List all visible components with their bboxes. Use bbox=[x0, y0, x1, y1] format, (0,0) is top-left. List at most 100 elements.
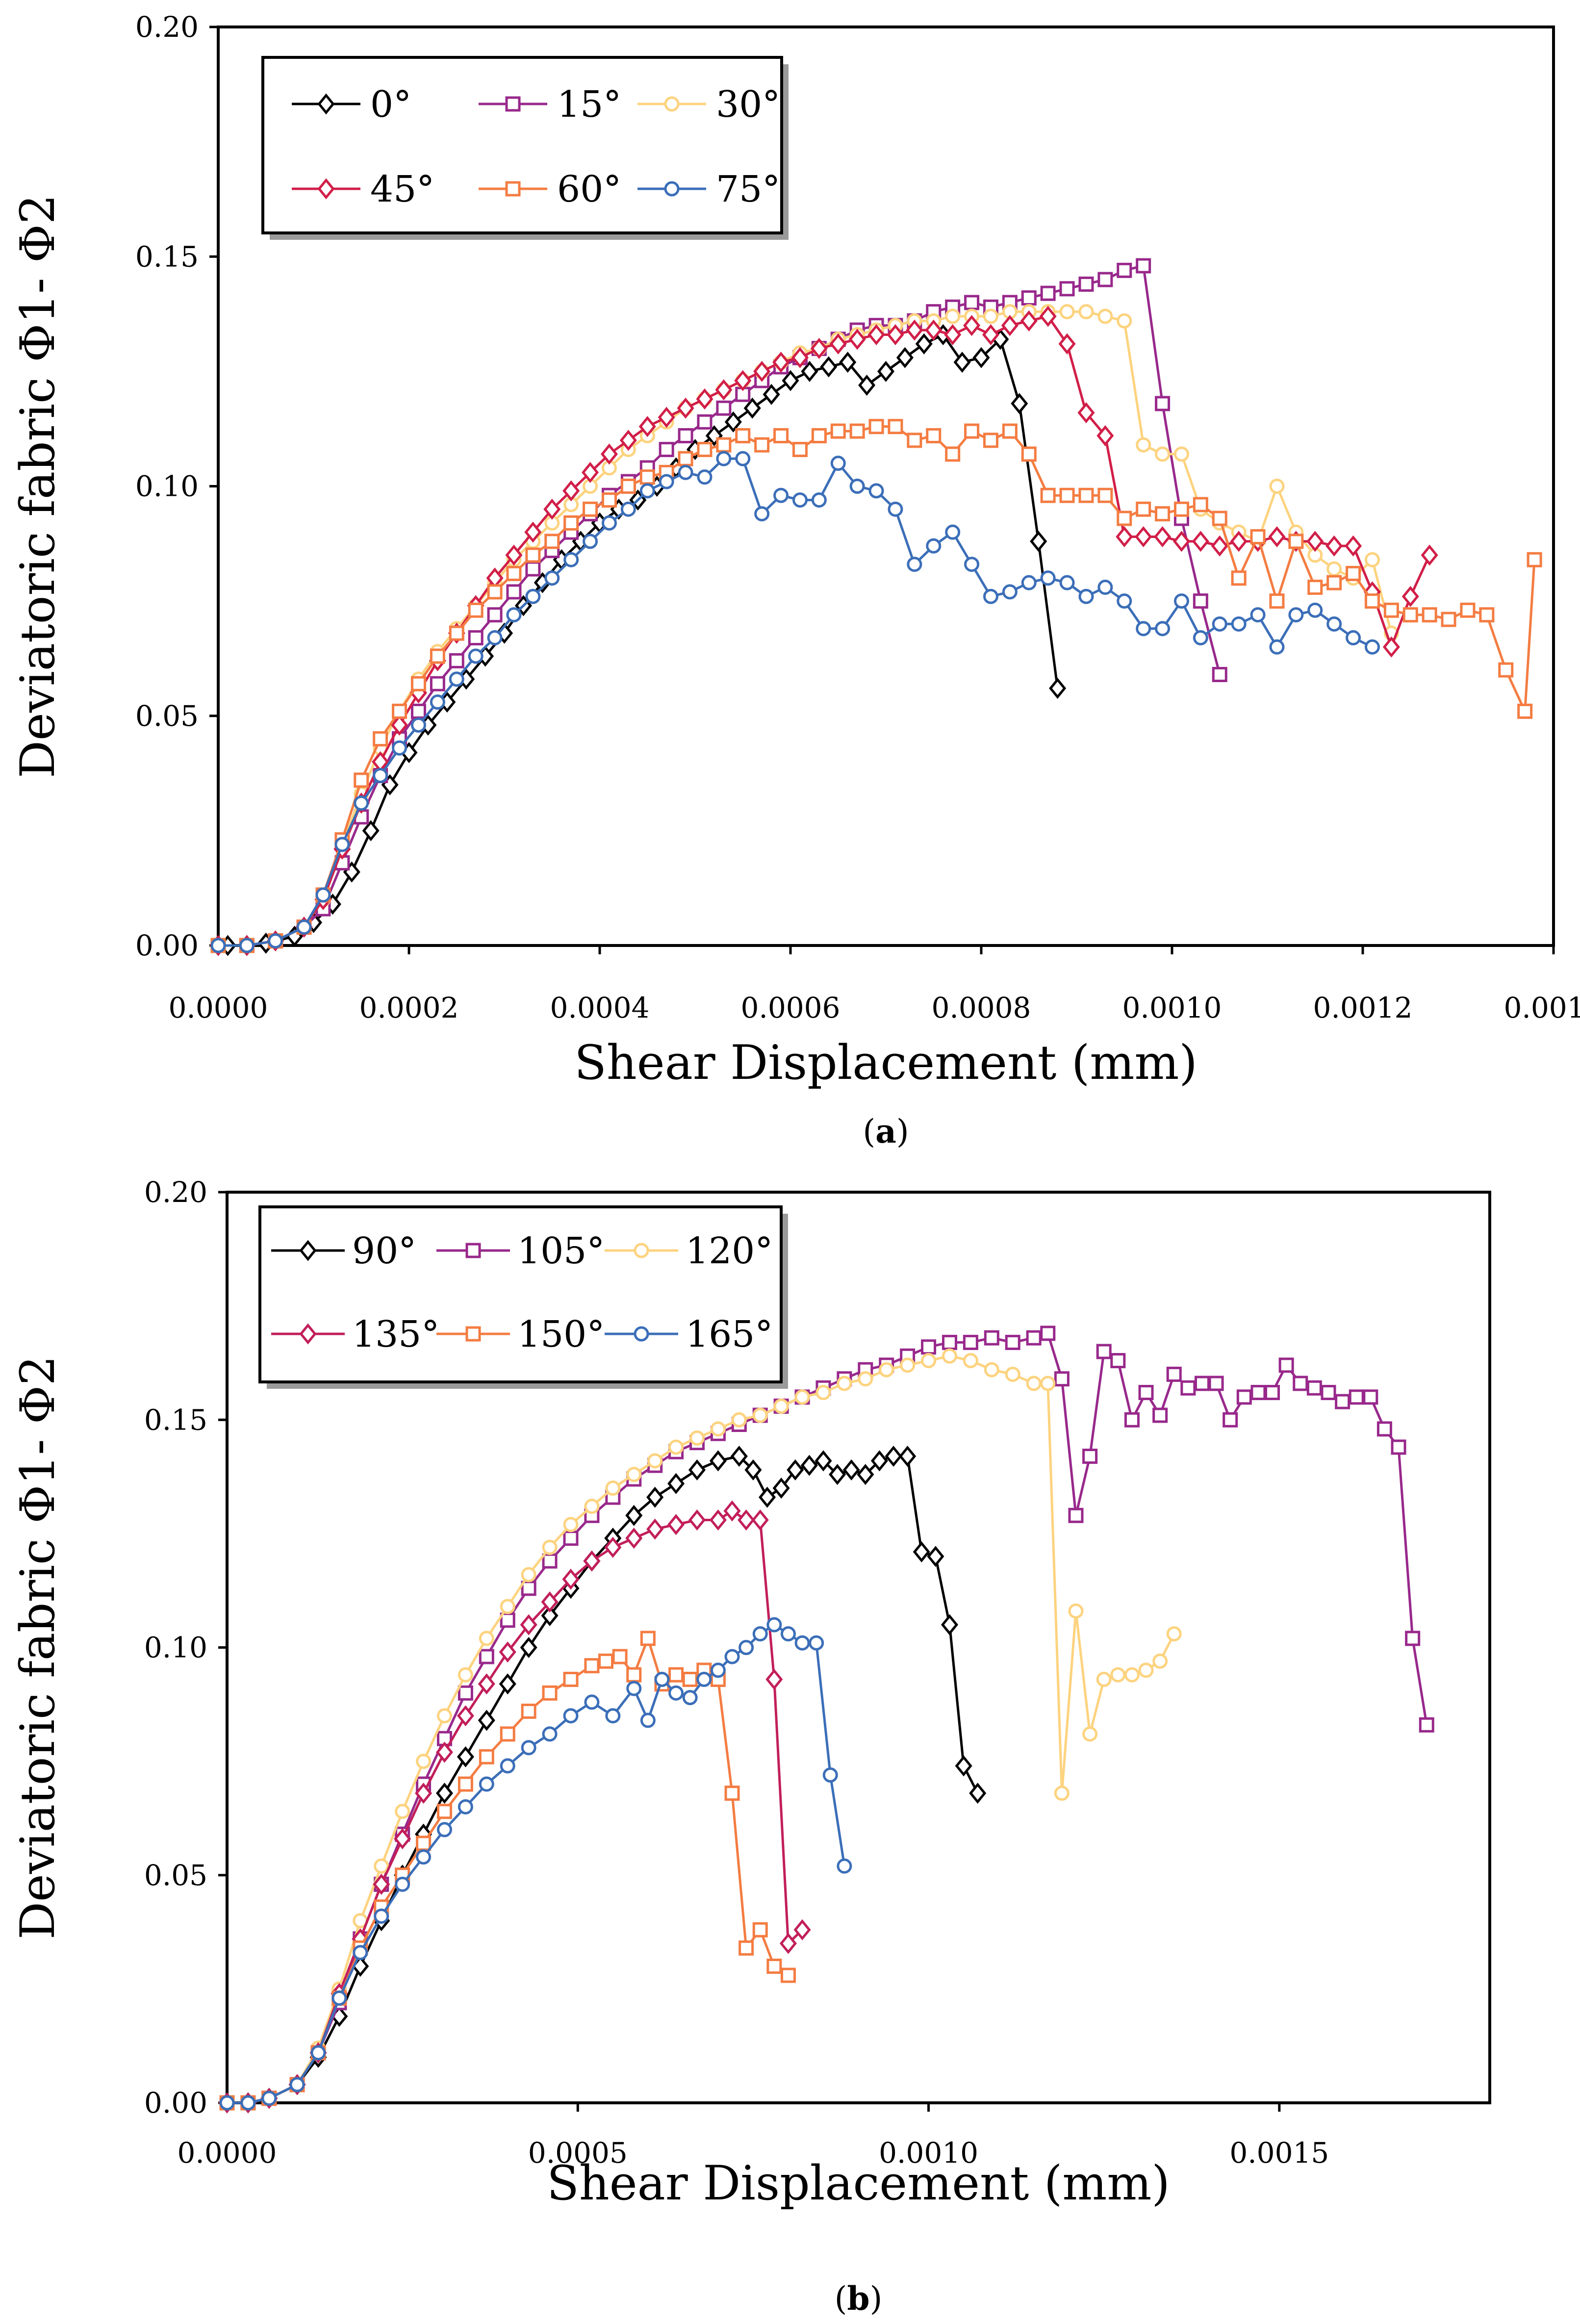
data-point bbox=[696, 1671, 712, 1687]
data-point bbox=[1152, 1653, 1168, 1669]
data-point bbox=[373, 731, 388, 747]
data-point bbox=[1288, 534, 1304, 549]
legend-marker bbox=[299, 1240, 317, 1261]
data-point bbox=[458, 1776, 473, 1792]
data-point bbox=[710, 1421, 726, 1437]
data-point bbox=[668, 1667, 684, 1683]
data-point bbox=[877, 360, 895, 382]
data-point bbox=[500, 1599, 515, 1614]
data-point bbox=[584, 1694, 600, 1710]
data-point bbox=[1173, 446, 1189, 462]
data-point bbox=[857, 1464, 874, 1485]
data-point bbox=[1001, 315, 1019, 336]
data-point bbox=[542, 1726, 558, 1742]
data-point bbox=[1421, 544, 1438, 566]
data-point bbox=[1136, 437, 1151, 453]
data-point bbox=[744, 1459, 762, 1481]
data-point bbox=[1364, 639, 1380, 655]
legend-marker bbox=[505, 181, 521, 197]
data-point bbox=[739, 1640, 754, 1655]
series-45° bbox=[209, 306, 1438, 956]
data-point bbox=[879, 1362, 894, 1378]
data-point bbox=[1078, 304, 1094, 320]
data-point bbox=[410, 717, 426, 733]
y-tick-label: 0.15 bbox=[144, 1403, 207, 1436]
data-point bbox=[1265, 1385, 1280, 1401]
data-point bbox=[964, 423, 980, 439]
data-point bbox=[310, 2045, 326, 2061]
series-120° bbox=[219, 1348, 1182, 2111]
data-point bbox=[900, 1357, 916, 1373]
data-point bbox=[1364, 552, 1380, 567]
data-point bbox=[963, 1353, 978, 1369]
data-point bbox=[724, 411, 742, 433]
data-point bbox=[1212, 511, 1227, 526]
data-point bbox=[562, 1568, 580, 1590]
data-point bbox=[506, 607, 522, 623]
data-point bbox=[820, 356, 838, 378]
data-point bbox=[754, 437, 770, 453]
data-point bbox=[689, 1430, 705, 1446]
x-tick-label: 0.0004 bbox=[550, 991, 650, 1024]
data-point bbox=[1021, 575, 1037, 590]
data-point bbox=[563, 1708, 579, 1724]
data-point bbox=[1110, 1353, 1126, 1369]
data-point bbox=[782, 370, 799, 391]
x-tick-label: 0.0010 bbox=[879, 2136, 978, 2170]
data-point bbox=[773, 1398, 789, 1414]
data-point bbox=[837, 1858, 852, 1874]
data-point bbox=[1402, 586, 1419, 607]
y-tick-label: 0.15 bbox=[135, 240, 199, 273]
data-point bbox=[1040, 487, 1056, 503]
data-point bbox=[1376, 1421, 1392, 1437]
legend-label: 165° bbox=[686, 1313, 773, 1355]
data-point bbox=[1180, 1380, 1196, 1396]
data-point bbox=[1097, 580, 1113, 595]
data-point bbox=[773, 428, 789, 443]
data-point bbox=[688, 1459, 706, 1481]
data-point bbox=[315, 887, 331, 903]
data-point bbox=[1030, 531, 1047, 552]
data-point bbox=[487, 584, 503, 600]
data-point bbox=[1236, 1389, 1252, 1405]
data-point bbox=[1269, 479, 1285, 494]
data-point bbox=[563, 1671, 579, 1687]
data-point bbox=[1117, 262, 1132, 278]
data-point bbox=[1026, 1376, 1042, 1391]
data-point bbox=[268, 933, 283, 949]
data-point bbox=[829, 333, 847, 355]
data-point bbox=[658, 407, 675, 428]
data-point bbox=[945, 308, 961, 324]
y-tick-label: 0.10 bbox=[144, 1631, 207, 1664]
data-point bbox=[730, 1446, 748, 1467]
data-point bbox=[837, 1376, 852, 1391]
data-point bbox=[1155, 396, 1171, 411]
series-150° bbox=[219, 1631, 796, 2111]
data-point bbox=[1173, 593, 1189, 609]
data-point bbox=[800, 1455, 818, 1476]
data-point bbox=[647, 1453, 663, 1469]
legend-marker bbox=[634, 1243, 649, 1258]
data-point bbox=[487, 607, 503, 623]
data-point bbox=[435, 1783, 453, 1804]
data-point bbox=[1116, 526, 1133, 548]
y-axis-title: Deviatoric fabric Φ1- Φ2 bbox=[10, 1355, 65, 1940]
data-point bbox=[697, 469, 713, 485]
data-point bbox=[792, 442, 808, 458]
series-line bbox=[218, 264, 1221, 947]
data-point bbox=[598, 1653, 613, 1669]
data-point bbox=[1138, 1385, 1154, 1401]
data-point bbox=[906, 319, 923, 341]
data-point bbox=[984, 1362, 999, 1378]
legend-item: 105° bbox=[436, 1230, 605, 1272]
data-point bbox=[620, 501, 636, 517]
data-point bbox=[754, 506, 770, 522]
legend-item: 120° bbox=[605, 1230, 773, 1272]
data-point bbox=[848, 329, 866, 350]
data-point bbox=[391, 714, 408, 736]
data-point bbox=[1026, 1330, 1042, 1346]
data-point bbox=[1040, 1326, 1056, 1341]
y-tick-label: 0.20 bbox=[135, 10, 199, 44]
data-point bbox=[759, 1486, 776, 1508]
data-point bbox=[1058, 333, 1076, 355]
